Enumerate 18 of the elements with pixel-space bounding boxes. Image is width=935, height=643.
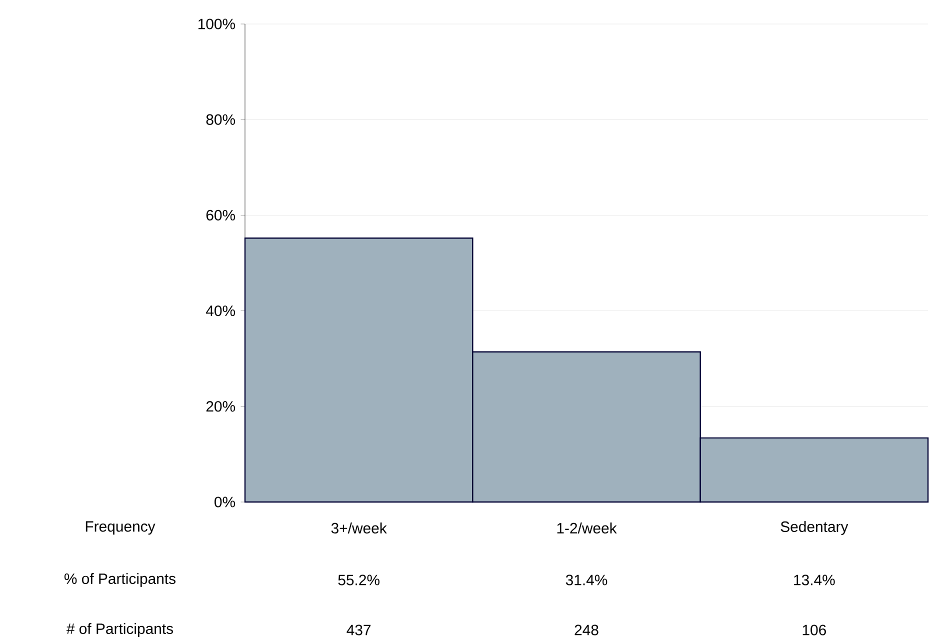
x-axis-title: Frequency bbox=[86, 521, 156, 535]
x-tick-label: 3+/week bbox=[331, 522, 387, 534]
text: 248 bbox=[574, 624, 598, 636]
data-label: 31.4% bbox=[566, 574, 608, 586]
y-tick-label: 100% bbox=[198, 18, 236, 30]
data-label: 13.4% bbox=[794, 574, 835, 586]
data-label: 55.2% bbox=[338, 574, 380, 586]
y-tick-label: 0% bbox=[214, 496, 236, 508]
y-tick-label: 20% bbox=[206, 401, 236, 412]
x-tick-label: 1-2/week bbox=[557, 522, 617, 534]
y-tick-label: 80% bbox=[206, 114, 236, 125]
text: % of Participants bbox=[64, 573, 176, 587]
y-tick-label: 40% bbox=[206, 306, 236, 316]
text: 106 bbox=[802, 624, 826, 636]
y-tick-label: 60% bbox=[206, 210, 236, 220]
text: 437 bbox=[346, 624, 371, 636]
text: # of Participants bbox=[66, 623, 174, 637]
x-tick-label: Sedentary bbox=[780, 521, 848, 535]
